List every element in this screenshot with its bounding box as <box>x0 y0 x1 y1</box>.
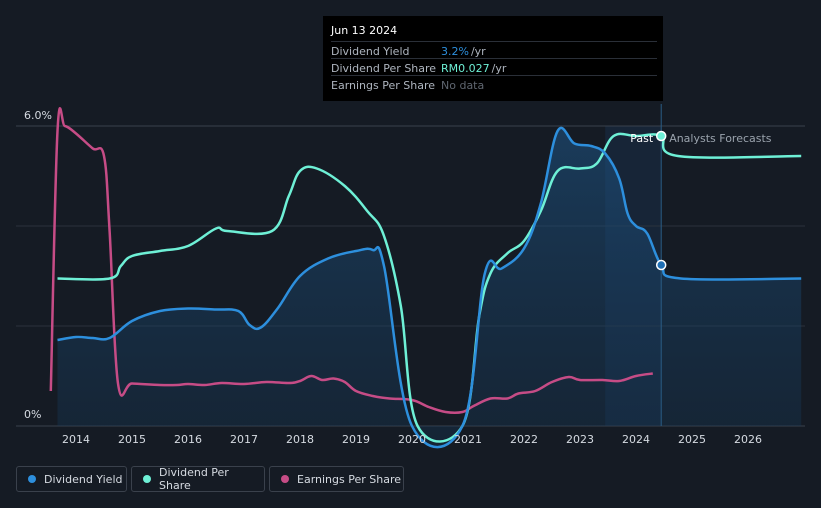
dividend-yield-line <box>57 126 802 449</box>
x-tick-label: 2020 <box>398 433 426 446</box>
x-tick-label: 2014 <box>62 433 90 446</box>
tooltip-label: Earnings Per Share <box>331 79 436 92</box>
legend-dot-icon <box>281 475 289 483</box>
legend-label: Dividend Yield <box>44 472 123 486</box>
x-tick-label: 2015 <box>118 433 146 446</box>
past-label: Past <box>630 132 654 145</box>
x-tick-label: 2016 <box>174 433 202 446</box>
x-tick-label: 2025 <box>678 433 706 446</box>
x-tick-label: 2017 <box>230 433 258 446</box>
dividend-per-share-marker <box>655 130 667 142</box>
dividend-yield-area <box>57 127 802 448</box>
x-tick-label: 2021 <box>454 433 482 446</box>
tooltip-value: 3.2%/yr <box>441 45 486 58</box>
tooltip-row-dividend-yield: Dividend Yield 3.2%/yr <box>331 41 657 59</box>
tooltip-row-earnings-per-share: Earnings Per Share No data <box>331 75 657 93</box>
y-tick-bottom: 0% <box>24 408 41 421</box>
legend-dot-icon <box>28 475 36 483</box>
x-tick-label: 2019 <box>342 433 370 446</box>
x-tick-label: 2022 <box>510 433 538 446</box>
x-tick-label: 2024 <box>622 433 650 446</box>
x-tick-label: 2018 <box>286 433 314 446</box>
tooltip-label: Dividend Yield <box>331 45 410 58</box>
tooltip-value: RM0.027/yr <box>441 62 507 75</box>
y-tick-top: 6.0% <box>24 109 52 122</box>
x-axis: 2014 2015 2016 2017 2018 2019 2020 2021 2022 2023… <box>62 433 762 446</box>
tooltip: Jun 13 2024 Dividend Yield 3.2%/yr Divid… <box>323 16 663 101</box>
earnings-per-share-line <box>49 107 653 414</box>
dividend-per-share-line <box>57 132 802 443</box>
legend-label: Earnings Per Share <box>297 472 402 486</box>
tooltip-date: Jun 13 2024 <box>331 24 398 37</box>
legend-earnings-per-share[interactable]: Earnings Per Share <box>269 466 404 492</box>
x-tick-label: 2023 <box>566 433 594 446</box>
tooltip-value: No data <box>441 79 485 92</box>
tooltip-label: Dividend Per Share <box>331 62 437 75</box>
legend-dividend-per-share[interactable]: Dividend Per Share <box>131 466 265 492</box>
legend-dot-icon <box>143 475 151 483</box>
forecast-label: Analysts Forecasts <box>669 132 772 145</box>
legend-dividend-yield[interactable]: Dividend Yield <box>16 466 127 492</box>
legend-label: Dividend Per Share <box>159 466 229 492</box>
dividend-yield-marker <box>655 259 667 271</box>
x-tick-label: 2026 <box>734 433 762 446</box>
tooltip-row-dividend-per-share: Dividend Per Share RM0.027/yr <box>331 58 657 76</box>
